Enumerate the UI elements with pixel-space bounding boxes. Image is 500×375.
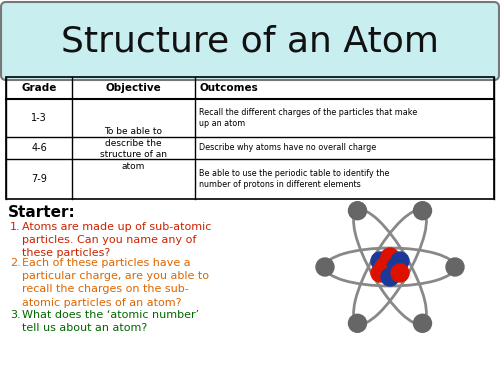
Circle shape (381, 268, 399, 286)
Circle shape (414, 202, 432, 220)
Text: To be able to
describe the
structure of an
atom: To be able to describe the structure of … (100, 127, 167, 171)
Text: Outcomes: Outcomes (199, 83, 258, 93)
Text: Describe why atoms have no overall charge: Describe why atoms have no overall charg… (199, 144, 376, 153)
Text: Structure of an Atom: Structure of an Atom (61, 24, 439, 58)
Text: 4-6: 4-6 (31, 143, 47, 153)
FancyBboxPatch shape (1, 2, 499, 80)
Circle shape (371, 264, 389, 282)
Text: 7-9: 7-9 (31, 174, 47, 184)
Circle shape (348, 202, 366, 220)
Text: Starter:: Starter: (8, 205, 76, 220)
Text: 1-3: 1-3 (31, 113, 47, 123)
Circle shape (381, 248, 399, 266)
Circle shape (387, 258, 405, 276)
Circle shape (316, 258, 334, 276)
Text: Each of these particles have a
particular charge, are you able to
recall the cha: Each of these particles have a particula… (22, 258, 209, 308)
Text: What does the ‘atomic number’
tell us about an atom?: What does the ‘atomic number’ tell us ab… (22, 310, 199, 333)
Text: 1.: 1. (10, 222, 20, 232)
Text: Grade: Grade (22, 83, 56, 93)
Circle shape (414, 314, 432, 332)
Text: Be able to use the periodic table to identify the
number of protons in different: Be able to use the periodic table to ide… (199, 169, 390, 189)
Text: 3.: 3. (10, 310, 20, 320)
Text: Atoms are made up of sub-atomic
particles. Can you name any of
these particles?: Atoms are made up of sub-atomic particle… (22, 222, 212, 258)
Text: 2.: 2. (10, 258, 21, 268)
Circle shape (348, 314, 366, 332)
Circle shape (446, 258, 464, 276)
Circle shape (371, 252, 389, 270)
Circle shape (391, 252, 409, 270)
Text: Recall the different charges of the particles that make
up an atom: Recall the different charges of the part… (199, 108, 417, 128)
Text: Objective: Objective (106, 83, 162, 93)
Circle shape (391, 264, 409, 282)
Circle shape (375, 258, 393, 276)
